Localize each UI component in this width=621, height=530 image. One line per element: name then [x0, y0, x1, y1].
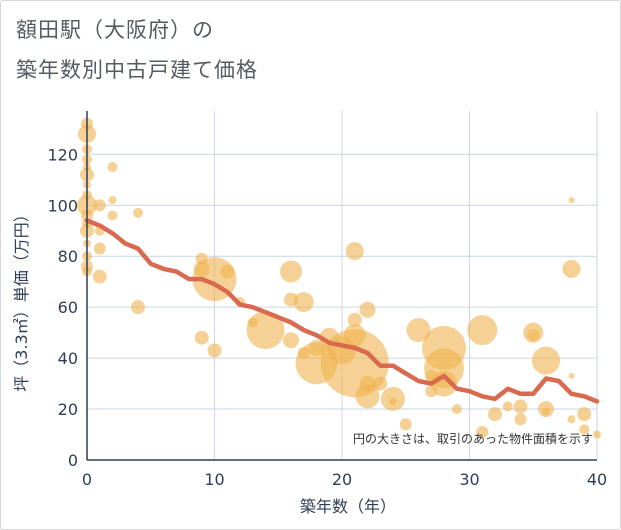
bubble-point [389, 397, 397, 406]
bubble-series [77, 117, 601, 439]
chart-title-line1: 額田駅（大阪府）の [16, 18, 214, 42]
bubble-point [514, 413, 527, 426]
y-tick-label: 120 [47, 145, 78, 164]
bubble-point [131, 300, 145, 315]
bubble-point [567, 415, 576, 424]
y-tick-label: 40 [58, 349, 78, 368]
bubble-point [359, 301, 376, 318]
bubble-point [568, 372, 575, 379]
bubble-point [108, 196, 117, 205]
bubble-point [359, 375, 376, 392]
bubble-point [92, 269, 107, 284]
bubble-point [347, 312, 362, 327]
x-tick-label: 0 [82, 470, 92, 489]
bubble-point [207, 343, 222, 358]
bubble-point [568, 197, 575, 204]
y-tick-label: 80 [58, 247, 78, 266]
bubble-point [542, 407, 550, 416]
chart-title-line2: 築年数別中古戸建て価格 [16, 58, 258, 82]
axes: 0 10 20 30 40 0 20 40 60 80 100 120 [47, 111, 607, 489]
bubble-point [579, 424, 590, 435]
x-tick-label: 30 [459, 470, 479, 489]
bubble-point [220, 264, 235, 279]
grid-lines [87, 111, 598, 460]
bubble-point [107, 210, 118, 221]
bubble-point [488, 407, 502, 422]
bubble-point [513, 399, 528, 414]
bubble-point [476, 425, 489, 438]
trend-line [84, 218, 600, 404]
x-tick-label: 10 [204, 470, 224, 489]
bubble-size-note: 円の大きさは、取引のあった物件面積を示す [353, 431, 593, 446]
bubble-point [345, 242, 364, 261]
y-tick-label: 0 [68, 451, 78, 470]
bubble-point [532, 346, 560, 375]
y-tick-label: 100 [47, 196, 78, 215]
bubble-point [93, 242, 106, 255]
bubble-point [355, 384, 380, 409]
y-tick-label: 60 [58, 298, 78, 317]
bubble-point [399, 418, 412, 431]
x-tick-label: 20 [332, 470, 352, 489]
bubble-point [194, 330, 209, 345]
bubble-point [133, 207, 143, 218]
bubble-point [93, 199, 106, 212]
bubble-point [502, 401, 513, 412]
bubble-point [593, 430, 601, 439]
bubble-point [451, 404, 462, 415]
bubble-point [308, 339, 325, 356]
bubble-point [467, 315, 498, 346]
bubble-point [107, 162, 118, 173]
bubble-point [431, 370, 457, 397]
bubble-point [577, 407, 592, 422]
bubble-point [527, 329, 540, 342]
x-axis-label: 築年数（年） [300, 497, 396, 516]
bubble-point [283, 332, 299, 349]
bubble-point [373, 376, 388, 391]
x-tick-label: 40 [587, 470, 607, 489]
bubble-point [406, 318, 431, 343]
bubble-point [246, 311, 285, 350]
y-axis-label: 坪（3.3㎡）単価（万円） [12, 206, 31, 391]
y-tick-label: 20 [58, 400, 78, 419]
bubble-point [293, 292, 314, 313]
trend-line-group [84, 218, 600, 404]
bubble-point [562, 259, 581, 278]
bubble-point [280, 260, 302, 283]
